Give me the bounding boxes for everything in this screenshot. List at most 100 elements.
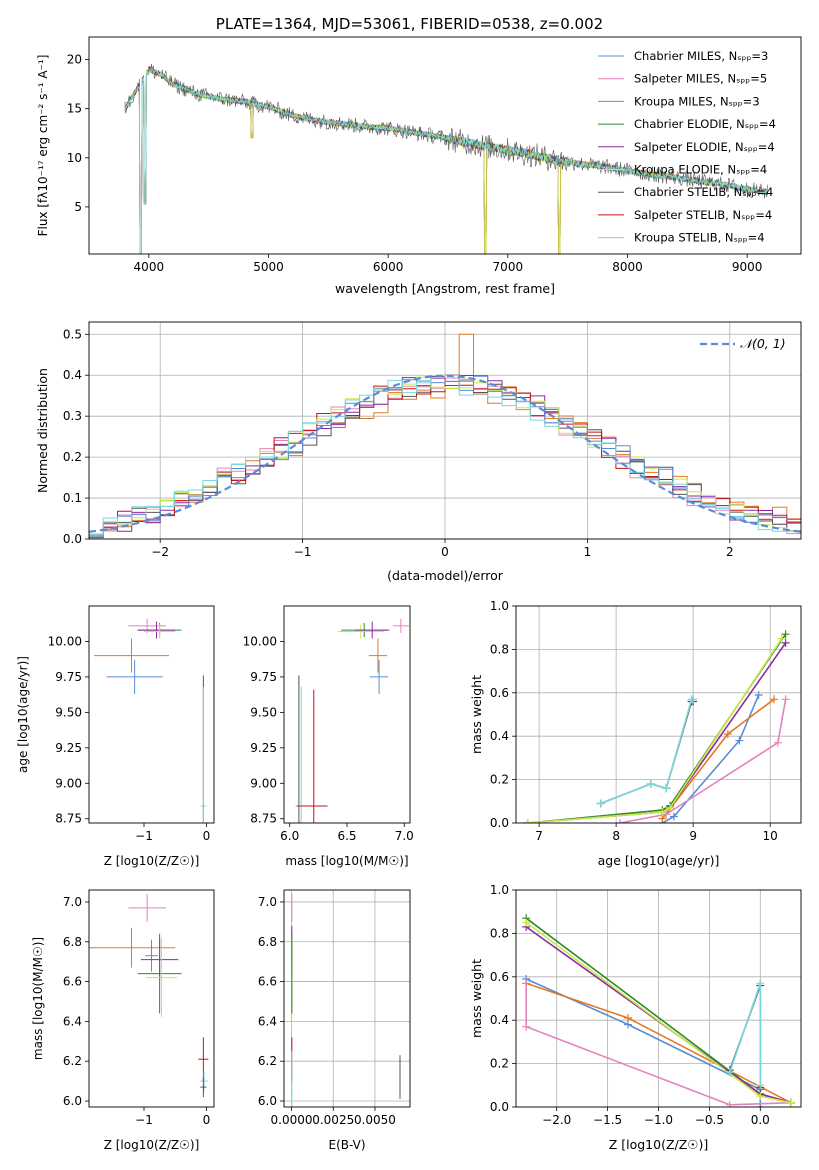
x-tick-label: −0.5 bbox=[695, 1113, 724, 1127]
x-tick-label: 8000 bbox=[612, 260, 643, 274]
weight-marker bbox=[522, 979, 531, 988]
x-tick-label: 4000 bbox=[134, 260, 165, 274]
spectrum-series-kroupa-stelib bbox=[124, 67, 768, 254]
weight-vs-age-x-label: age [log10(age/yr)] bbox=[598, 853, 720, 868]
y-tick-label: 6.2 bbox=[258, 1054, 277, 1068]
weight-line bbox=[527, 642, 787, 823]
age-vs-mass-x-label: mass [log10(M/M☉)] bbox=[285, 854, 408, 868]
weight-marker bbox=[773, 738, 782, 747]
mass-vs-Z-axes: −1 0 6.0 6.2 6.4 6.6 6.8 7.0 bbox=[63, 895, 210, 1127]
spectrum-plot-area bbox=[124, 63, 768, 254]
y-tick-label: 9.25 bbox=[55, 741, 82, 755]
weight-marker bbox=[723, 730, 732, 739]
age-vs-Z-frame bbox=[88, 605, 215, 824]
x-tick-label: 0.0 bbox=[751, 1113, 770, 1127]
y-tick-label: 9.00 bbox=[55, 776, 82, 790]
age-vs-mass-plot-area bbox=[295, 618, 409, 823]
y-tick-label: 10 bbox=[67, 151, 82, 165]
y-tick-label: 0.8 bbox=[490, 642, 509, 656]
weight-marker bbox=[658, 808, 667, 817]
x-tick-label: 6.5 bbox=[337, 829, 356, 843]
x-tick-label: 0.0025 bbox=[312, 1113, 354, 1127]
x-tick-label: 1 bbox=[584, 545, 592, 559]
weight-vs-Z-plot-area bbox=[522, 914, 795, 1107]
weight-line bbox=[661, 698, 775, 820]
x-tick-label: 8 bbox=[612, 829, 620, 843]
weight-marker bbox=[523, 819, 532, 823]
mass-vs-ebv-axes: 0.0000 0.0025 0.0050 6.0 6.2 6.4 6.6 6.8 7.0 bbox=[258, 890, 410, 1127]
y-tick-label: 9.50 bbox=[55, 705, 82, 719]
mass-vs-Z-plot-area bbox=[89, 893, 209, 1098]
y-tick-label: 9.50 bbox=[250, 705, 277, 719]
weight-marker bbox=[756, 979, 765, 988]
weight-line bbox=[525, 978, 762, 1107]
weight-marker bbox=[522, 1022, 531, 1031]
mass-vs-Z-y-label: mass [log10(M/M☉)] bbox=[31, 937, 45, 1060]
weight-marker bbox=[522, 918, 531, 927]
weight-line bbox=[662, 694, 760, 823]
x-tick-label: 10 bbox=[763, 829, 778, 843]
age-vs-Z-x-label: Z [log10(Z/Z☉)] bbox=[104, 854, 200, 868]
x-tick-label: 9000 bbox=[732, 260, 763, 274]
y-tick-label: 6.6 bbox=[63, 975, 82, 989]
weight-marker bbox=[756, 1092, 765, 1101]
residuals-plot-area bbox=[89, 333, 801, 539]
y-tick-label: 6.6 bbox=[258, 975, 277, 989]
legend-label: Kroupa MILES, Nₛₚₚ=3 bbox=[634, 94, 760, 108]
legend-label: Chabrier STELIB, Nₛₚₚ=4 bbox=[634, 185, 773, 199]
mass-vs-Z-x-label: Z [log10(Z/Z☉)] bbox=[104, 1138, 200, 1152]
y-tick-label: 1.0 bbox=[490, 883, 509, 897]
y-tick-label: 20 bbox=[67, 53, 82, 67]
y-tick-label: 8.75 bbox=[55, 812, 82, 826]
weight-marker bbox=[781, 630, 790, 639]
weight-marker bbox=[781, 695, 790, 704]
weight-marker bbox=[786, 1098, 795, 1107]
age-vs-mass-frame bbox=[283, 605, 411, 824]
y-tick-label: 5 bbox=[74, 200, 82, 214]
legend-label: Salpeter ELODIE, Nₛₚₚ=4 bbox=[634, 140, 775, 154]
x-tick-label: −1 bbox=[294, 545, 312, 559]
weight-vs-age-axes: 7 8 9 10 0.0 0.2 0.4 0.6 0.8 1.0 bbox=[490, 599, 801, 843]
x-tick-label: 7000 bbox=[493, 260, 524, 274]
legend-label: Chabrier ELODIE, Nₛₚₚ=4 bbox=[634, 117, 776, 131]
y-tick-label: 6.2 bbox=[63, 1054, 82, 1068]
y-tick-label: 0.0 bbox=[490, 1100, 509, 1114]
x-tick-label: 6000 bbox=[373, 260, 404, 274]
spectrum-axes: 4000 5000 6000 7000 8000 9000 5 10 15 20 bbox=[67, 53, 763, 274]
residual-histogram bbox=[89, 375, 801, 538]
mass-vs-ebv-plot-area bbox=[291, 893, 401, 1107]
y-tick-label: 0.6 bbox=[490, 970, 509, 984]
x-tick-label: 0 bbox=[441, 545, 449, 559]
weight-marker bbox=[725, 1100, 734, 1107]
residuals-y-label: Normed distribution bbox=[35, 368, 50, 493]
weight-marker bbox=[669, 812, 678, 821]
y-tick-label: 0.1 bbox=[63, 491, 82, 505]
weight-marker bbox=[596, 799, 605, 808]
weight-marker bbox=[756, 1081, 765, 1090]
y-tick-label: 9.75 bbox=[55, 670, 82, 684]
y-tick-label: 9.00 bbox=[250, 776, 277, 790]
weight-vs-Z-frame bbox=[515, 889, 802, 1108]
age-vs-Z-y-label: age [log10(age/yr)] bbox=[16, 656, 30, 773]
x-tick-label: −2.0 bbox=[542, 1113, 571, 1127]
spectrum-y-label: Flux [fλ10⁻¹⁷ erg cm⁻² s⁻¹ A⁻¹] bbox=[36, 55, 50, 237]
y-tick-label: 15 bbox=[67, 102, 82, 116]
weight-marker bbox=[781, 638, 790, 647]
y-tick-label: 10.00 bbox=[48, 634, 82, 648]
legend-label: Salpeter STELIB, Nₛₚₚ=4 bbox=[634, 208, 772, 222]
weight-marker bbox=[615, 819, 624, 823]
weight-line bbox=[527, 638, 783, 823]
spectrum-frame bbox=[88, 36, 802, 255]
weight-vs-Z-axes: −2.0 −1.5 −1.0 −0.5 0.0 0.0 0.2 0.4 0.6 0.8 1.0 bbox=[490, 883, 801, 1127]
y-tick-label: 0.4 bbox=[63, 368, 82, 382]
y-tick-label: 0.0 bbox=[490, 816, 509, 830]
x-tick-label: 0.0000 bbox=[271, 1113, 313, 1127]
mass-vs-ebv-frame bbox=[283, 889, 411, 1108]
x-tick-label: −1.5 bbox=[593, 1113, 622, 1127]
y-tick-label: 0.4 bbox=[490, 729, 509, 743]
x-tick-label: −1 bbox=[135, 1113, 153, 1127]
weight-marker bbox=[735, 736, 744, 745]
weight-vs-Z-y-label: mass weight bbox=[469, 959, 484, 1038]
y-tick-label: 9.75 bbox=[250, 670, 277, 684]
y-tick-label: 0.0 bbox=[63, 532, 82, 546]
